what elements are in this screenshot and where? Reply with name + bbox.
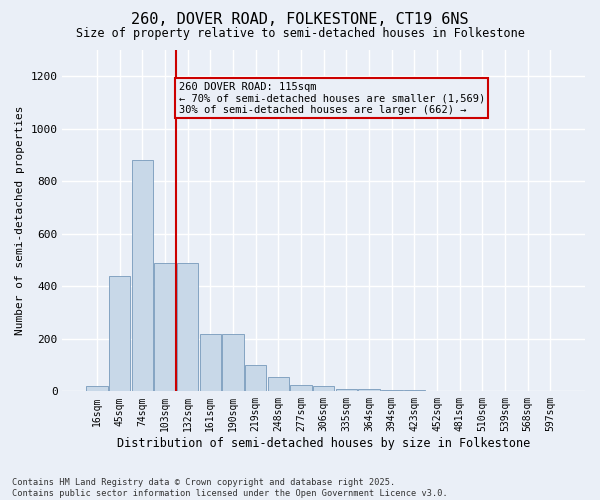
- X-axis label: Distribution of semi-detached houses by size in Folkestone: Distribution of semi-detached houses by …: [117, 437, 530, 450]
- Bar: [268, 377, 289, 392]
- Bar: [154, 262, 176, 392]
- Bar: [381, 390, 403, 392]
- Bar: [109, 276, 130, 392]
- Bar: [494, 390, 516, 392]
- Bar: [222, 334, 244, 392]
- Bar: [200, 334, 221, 392]
- Bar: [517, 390, 539, 392]
- Bar: [131, 160, 153, 392]
- Text: 260, DOVER ROAD, FOLKESTONE, CT19 6NS: 260, DOVER ROAD, FOLKESTONE, CT19 6NS: [131, 12, 469, 28]
- Y-axis label: Number of semi-detached properties: Number of semi-detached properties: [15, 106, 25, 336]
- Bar: [335, 388, 357, 392]
- Bar: [290, 385, 312, 392]
- Bar: [358, 389, 380, 392]
- Bar: [472, 390, 493, 392]
- Bar: [427, 390, 448, 392]
- Bar: [86, 386, 108, 392]
- Text: Size of property relative to semi-detached houses in Folkestone: Size of property relative to semi-detach…: [76, 28, 524, 40]
- Bar: [449, 390, 470, 392]
- Bar: [245, 365, 266, 392]
- Text: Contains HM Land Registry data © Crown copyright and database right 2025.
Contai: Contains HM Land Registry data © Crown c…: [12, 478, 448, 498]
- Bar: [540, 390, 561, 392]
- Bar: [177, 262, 199, 392]
- Bar: [404, 390, 425, 392]
- Bar: [313, 386, 334, 392]
- Text: 260 DOVER ROAD: 115sqm
← 70% of semi-detached houses are smaller (1,569)
30% of : 260 DOVER ROAD: 115sqm ← 70% of semi-det…: [179, 82, 485, 114]
